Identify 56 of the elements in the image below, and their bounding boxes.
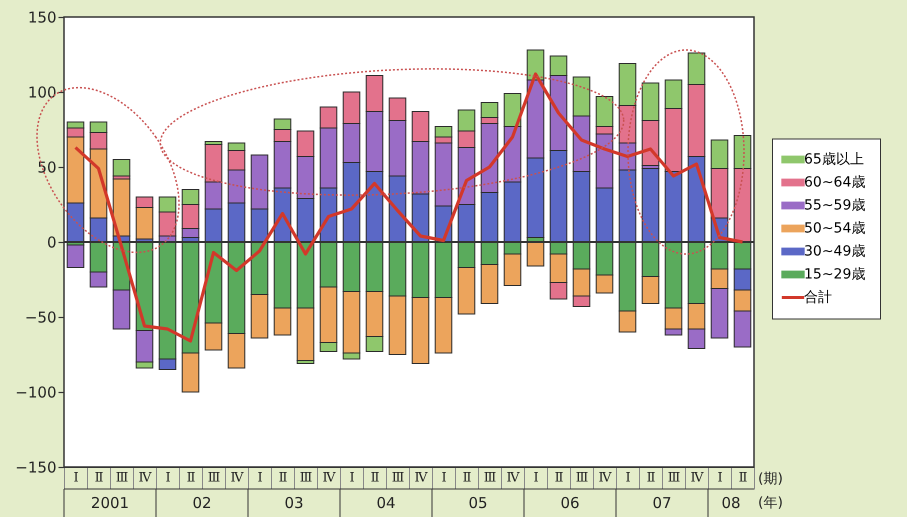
x-tick-label: Ⅰ bbox=[349, 470, 355, 486]
text: 07 bbox=[652, 494, 672, 512]
y-tick-label: 50 bbox=[37, 158, 56, 176]
y-tick-label: −100 bbox=[15, 384, 56, 402]
legend-label: 30~49歳 bbox=[804, 244, 866, 260]
x-tick-label: Ⅲ bbox=[484, 470, 496, 486]
x-tick-label: Ⅰ bbox=[717, 470, 723, 486]
x-tick-label: Ⅰ bbox=[165, 470, 171, 486]
x-tick-label: Ⅱ bbox=[370, 470, 380, 486]
text: 05 bbox=[468, 494, 488, 512]
x-tick-label: Ⅱ bbox=[738, 470, 748, 486]
y-tick-label: 0 bbox=[46, 234, 56, 252]
x-tick-label: Ⅳ bbox=[690, 470, 704, 486]
x-tick-label: Ⅰ bbox=[73, 470, 79, 486]
legend-label: 65歳以上 bbox=[804, 152, 864, 168]
x-tick-label: Ⅲ bbox=[668, 470, 680, 486]
x-tick-label: Ⅰ bbox=[257, 470, 263, 486]
text: 02 bbox=[192, 494, 212, 512]
legend-label: 15~29歳 bbox=[804, 266, 866, 282]
x-tick-label: Ⅱ bbox=[278, 470, 288, 486]
legend-label: 50~54歳 bbox=[804, 220, 866, 236]
x-tick-label: Ⅰ bbox=[625, 470, 631, 486]
x-tick-label: Ⅰ bbox=[533, 470, 539, 486]
x-tick-label: Ⅱ bbox=[94, 470, 104, 486]
text: 04 bbox=[376, 494, 396, 512]
text: 06 bbox=[560, 494, 580, 512]
x-tick-label: Ⅳ bbox=[598, 470, 612, 486]
x-tick-label: Ⅲ bbox=[116, 470, 128, 486]
x-tick-label: Ⅱ bbox=[462, 470, 472, 486]
y-tick-label: −150 bbox=[15, 458, 56, 476]
x-tick-label: Ⅲ bbox=[208, 470, 220, 486]
text: 2001 bbox=[90, 494, 130, 512]
x-tick-label: Ⅳ bbox=[322, 470, 336, 486]
text: 03 bbox=[284, 494, 304, 512]
legend-label: 合計 bbox=[804, 290, 832, 306]
y-tick-label: 100 bbox=[28, 84, 56, 102]
y-tick-label: −50 bbox=[24, 308, 56, 326]
bar bbox=[112, 159, 130, 176]
x-tick-label: Ⅱ bbox=[186, 470, 196, 486]
legend-label: 55~59歳 bbox=[804, 198, 866, 214]
x-tick-label: Ⅳ bbox=[230, 470, 244, 486]
text: (年) bbox=[758, 495, 783, 511]
line-series bbox=[74, 72, 744, 343]
x-tick-label: Ⅲ bbox=[300, 470, 312, 486]
x-axis-title: (期) bbox=[758, 471, 783, 487]
text: 08 bbox=[721, 494, 741, 512]
x-tick-label: Ⅲ bbox=[576, 470, 588, 486]
x-tick-label: Ⅳ bbox=[506, 470, 520, 486]
x-tick-label: Ⅰ bbox=[441, 470, 447, 486]
legend-label: 60~64歳 bbox=[804, 174, 866, 190]
x-tick-label: Ⅲ bbox=[392, 470, 404, 486]
x-tick-label: Ⅳ bbox=[414, 470, 428, 486]
y-tick-label: 150 bbox=[28, 8, 56, 26]
x-tick-label: Ⅱ bbox=[554, 470, 564, 486]
x-tick-label: Ⅱ bbox=[646, 470, 656, 486]
x-tick-label: Ⅳ bbox=[138, 470, 152, 486]
